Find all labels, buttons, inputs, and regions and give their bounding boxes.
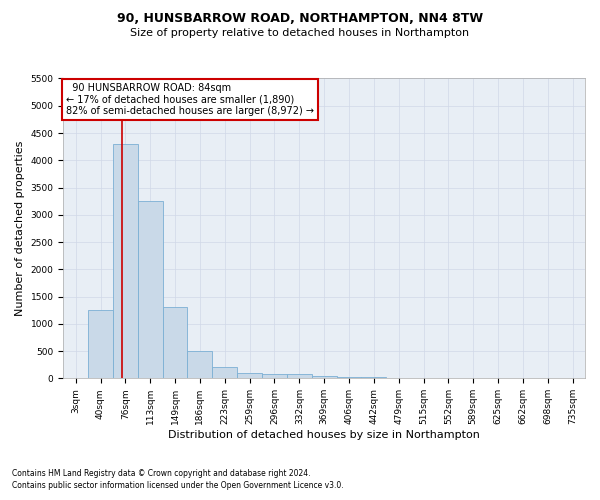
Text: Contains HM Land Registry data © Crown copyright and database right 2024.: Contains HM Land Registry data © Crown c… [12,468,311,477]
Text: Size of property relative to detached houses in Northampton: Size of property relative to detached ho… [130,28,470,38]
Bar [312,376,337,378]
Bar [337,376,361,378]
Bar [88,310,113,378]
Bar [237,373,262,378]
X-axis label: Distribution of detached houses by size in Northampton: Distribution of detached houses by size … [168,430,480,440]
Text: 90, HUNSBARROW ROAD, NORTHAMPTON, NN4 8TW: 90, HUNSBARROW ROAD, NORTHAMPTON, NN4 8T… [117,12,483,26]
Bar [287,374,312,378]
Text: 90 HUNSBARROW ROAD: 84sqm
← 17% of detached houses are smaller (1,890)
82% of se: 90 HUNSBARROW ROAD: 84sqm ← 17% of detac… [66,83,314,116]
Bar [262,374,287,378]
Y-axis label: Number of detached properties: Number of detached properties [15,140,25,316]
Bar [138,201,163,378]
Bar [163,308,187,378]
Text: Contains public sector information licensed under the Open Government Licence v3: Contains public sector information licen… [12,481,344,490]
Bar [187,351,212,378]
Bar [113,144,138,378]
Bar [212,368,237,378]
